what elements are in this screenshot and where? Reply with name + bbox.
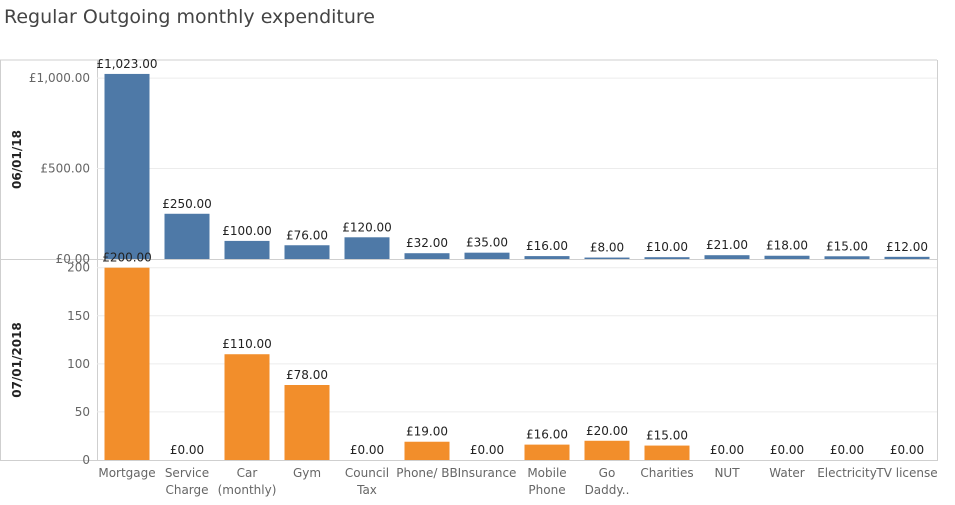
category-label: Council bbox=[345, 466, 389, 480]
category-label: Phone/ BB bbox=[396, 466, 458, 480]
category-label: Gym bbox=[293, 466, 321, 480]
y-tick-label: 200 bbox=[67, 261, 90, 275]
data-label: £100.00 bbox=[222, 224, 272, 238]
category-label: NUT bbox=[714, 466, 740, 480]
data-label: £250.00 bbox=[162, 197, 212, 211]
category-label: Mobile bbox=[527, 466, 566, 480]
data-label: £0.00 bbox=[350, 443, 384, 457]
panel-label: 06/01/18 bbox=[10, 130, 24, 189]
data-label: £200.00 bbox=[102, 251, 152, 265]
y-tick-label: 50 bbox=[75, 405, 90, 419]
data-label: £15.00 bbox=[826, 239, 868, 253]
data-label: £0.00 bbox=[830, 443, 864, 457]
data-label: £32.00 bbox=[406, 236, 448, 250]
bar bbox=[224, 354, 270, 460]
y-tick-label: 0 bbox=[82, 453, 90, 467]
bar bbox=[284, 245, 330, 259]
bar bbox=[644, 445, 690, 460]
data-label: £0.00 bbox=[770, 443, 804, 457]
category-label: Daddy.. bbox=[585, 483, 630, 497]
y-tick-label: 100 bbox=[67, 357, 90, 371]
data-label: £0.00 bbox=[890, 443, 924, 457]
data-label: £18.00 bbox=[766, 239, 808, 253]
category-label: Phone bbox=[528, 483, 565, 497]
category-label: Tax bbox=[356, 483, 377, 497]
data-label: £10.00 bbox=[646, 240, 688, 254]
bar bbox=[164, 213, 210, 259]
data-label: £0.00 bbox=[710, 443, 744, 457]
data-label: £16.00 bbox=[526, 428, 568, 442]
data-label: £8.00 bbox=[590, 241, 624, 255]
data-label: £76.00 bbox=[286, 228, 328, 242]
bar bbox=[764, 255, 810, 259]
bar bbox=[524, 444, 570, 460]
bar bbox=[284, 385, 330, 460]
bar bbox=[224, 240, 270, 259]
category-label: Go bbox=[599, 466, 616, 480]
category-label: Electricity bbox=[817, 466, 877, 480]
category-label: Insurance bbox=[458, 466, 517, 480]
data-label: £19.00 bbox=[406, 425, 448, 439]
category-label: Service bbox=[165, 466, 209, 480]
data-label: £12.00 bbox=[886, 240, 928, 254]
bar bbox=[104, 73, 150, 260]
data-label: £120.00 bbox=[342, 220, 392, 234]
y-tick-label: £500.00 bbox=[40, 162, 90, 176]
bar bbox=[584, 257, 630, 259]
data-label: £35.00 bbox=[466, 236, 508, 250]
data-label: £0.00 bbox=[470, 443, 504, 457]
bar bbox=[584, 440, 630, 460]
bar bbox=[524, 256, 570, 259]
data-label: £0.00 bbox=[170, 443, 204, 457]
data-label: £110.00 bbox=[222, 337, 272, 351]
bar bbox=[104, 267, 150, 460]
bar bbox=[704, 255, 750, 259]
chart-title: Regular Outgoing monthly expenditure bbox=[4, 6, 376, 28]
category-label: TV license bbox=[875, 466, 937, 480]
bar bbox=[644, 257, 690, 259]
bar bbox=[884, 256, 930, 259]
data-label: £15.00 bbox=[646, 429, 688, 443]
category-label: (monthly) bbox=[218, 483, 277, 497]
data-label: £78.00 bbox=[286, 368, 328, 382]
category-label: Mortgage bbox=[98, 466, 155, 480]
bar bbox=[404, 253, 450, 259]
y-tick-label: 150 bbox=[67, 309, 90, 323]
data-label: £16.00 bbox=[526, 239, 568, 253]
bar bbox=[824, 256, 870, 259]
bar bbox=[464, 252, 510, 259]
category-label: Charge bbox=[165, 483, 208, 497]
category-label: Water bbox=[769, 466, 805, 480]
bar bbox=[404, 441, 450, 460]
category-label: Car bbox=[237, 466, 258, 480]
data-label: £21.00 bbox=[706, 238, 748, 252]
panel-label: 07/01/2018 bbox=[10, 322, 24, 398]
y-tick-label: £0.00 bbox=[56, 252, 90, 266]
category-label: Charities bbox=[640, 466, 693, 480]
data-label: £1,023.00 bbox=[96, 57, 157, 71]
bar bbox=[344, 237, 390, 259]
data-label: £20.00 bbox=[586, 424, 628, 438]
y-tick-label: £1,000.00 bbox=[29, 71, 90, 85]
